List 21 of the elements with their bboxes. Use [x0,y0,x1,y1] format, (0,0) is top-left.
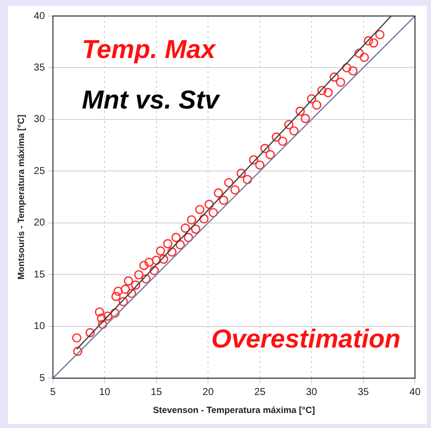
x-tick-label: 35 [358,386,370,398]
x-tick-label: 20 [202,386,214,398]
x-tick-label: 25 [254,386,266,398]
annotation: Temp. Max [82,34,217,64]
y-tick-label: 25 [34,166,46,177]
y-tick-label: 30 [34,114,46,126]
x-axis-title: Stevenson - Temperatura máxima [°C] [152,405,315,416]
x-tick-label: 30 [306,386,318,398]
y-tick-label: 35 [34,62,46,74]
x-tick-label: 15 [150,386,162,398]
y-axis-title: Montsouris - Temperatura máxima [°C] [16,114,26,280]
annotation: Mnt vs. Stv [82,84,221,115]
y-tick-label: 15 [34,269,46,280]
y-tick-label: 20 [34,218,46,229]
y-tick-label: 5 [39,372,46,384]
x-tick-label: 10 [99,386,111,398]
x-tick-label: 40 [409,386,421,398]
y-tick-label: 10 [34,321,46,332]
x-tick-label: 5 [50,386,56,398]
annotation: Overestimation [211,324,401,354]
y-tick-label: 40 [34,10,46,22]
